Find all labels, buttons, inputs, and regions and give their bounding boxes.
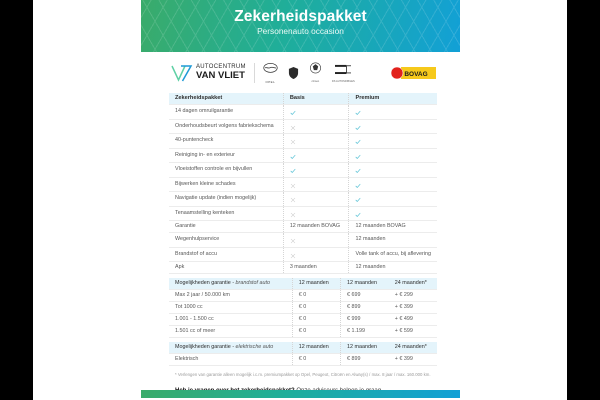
svg-text:BOVAG: BOVAG — [404, 71, 427, 78]
